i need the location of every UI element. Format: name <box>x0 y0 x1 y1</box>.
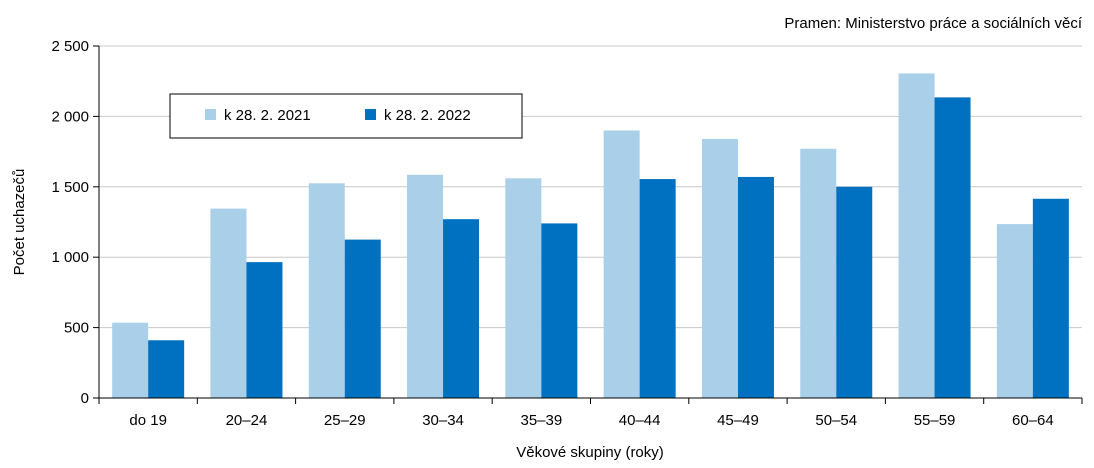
x-tick-label: 60–64 <box>1012 412 1054 429</box>
source-note: Pramen: Ministerstvo práce a sociálních … <box>784 15 1082 32</box>
y-tick-label: 0 <box>81 390 89 407</box>
bar-2021 <box>898 73 935 399</box>
bar-2022 <box>737 176 774 398</box>
y-tick-label: 1 000 <box>51 249 89 266</box>
bar-2022 <box>836 186 873 398</box>
x-axis-label: Věkové skupiny (roky) <box>516 444 664 461</box>
y-tick-label: 2 500 <box>51 38 89 55</box>
bar-2021 <box>112 322 149 398</box>
bar-2021 <box>308 183 345 398</box>
x-tick-label: 35–39 <box>520 412 562 429</box>
legend-swatch-2022 <box>365 109 376 120</box>
x-tick-label: 45–49 <box>717 412 759 429</box>
x-tick-label: 50–54 <box>815 412 857 429</box>
bar-2021 <box>800 148 837 398</box>
bar-2021 <box>505 178 542 398</box>
y-tick-label: 500 <box>64 320 89 337</box>
bar-2021 <box>996 224 1033 398</box>
x-tick-label: do 19 <box>129 412 167 429</box>
bar-2022 <box>639 179 676 398</box>
x-tick-label: 40–44 <box>619 412 661 429</box>
x-tick-labels: do 19 20–24 25–29 30–34 35–39 40–44 45–49 50–54… <box>129 412 1053 429</box>
y-tick-label: 1 500 <box>51 179 89 196</box>
y-tick-labels: 0 500 1 000 1 500 2 000 2 500 <box>51 38 89 407</box>
legend: k 28. 2. 2021 k 28. 2. 2022 <box>169 93 523 139</box>
bar-2021 <box>210 208 247 398</box>
bar-2022 <box>1032 198 1069 398</box>
bar-2022 <box>443 219 480 398</box>
bar-2022 <box>541 223 578 398</box>
x-tick-label: 30–34 <box>422 412 464 429</box>
bar-2022 <box>934 97 971 398</box>
bar-2022 <box>148 340 185 398</box>
x-tick-label: 20–24 <box>226 412 268 429</box>
bar-2022 <box>344 239 381 398</box>
x-tick-label: 55–59 <box>914 412 956 429</box>
legend-box <box>169 93 523 139</box>
bar-2021 <box>603 130 640 399</box>
legend-swatch-2021 <box>205 109 216 120</box>
bar-2021 <box>407 174 444 398</box>
axes <box>93 45 1083 404</box>
x-tick-label: 25–29 <box>324 412 366 429</box>
legend-label-2022: k 28. 2. 2022 <box>384 107 471 124</box>
y-axis-label: Počet uchazečů <box>11 169 28 276</box>
legend-label-2021: k 28. 2. 2021 <box>224 107 311 124</box>
bar-2021 <box>701 138 738 399</box>
bar-2022 <box>246 262 283 398</box>
bars <box>112 73 1069 399</box>
y-tick-label: 2 000 <box>51 108 89 125</box>
